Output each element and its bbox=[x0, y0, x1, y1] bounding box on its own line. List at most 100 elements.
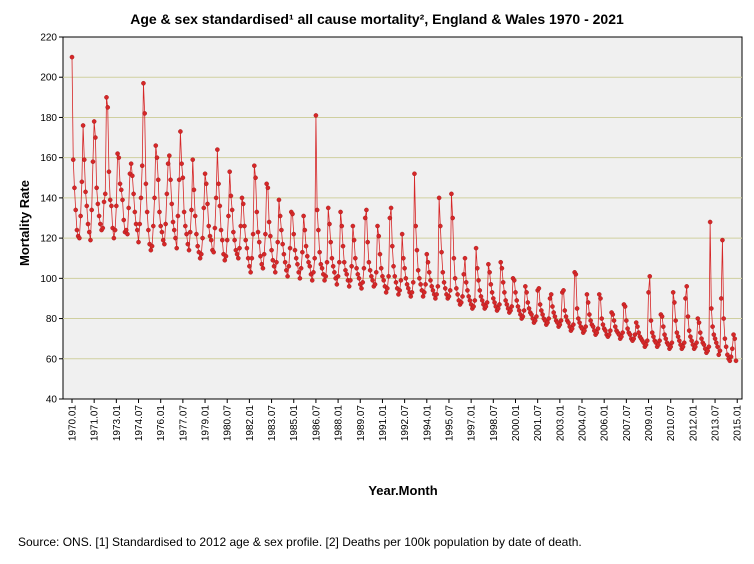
data-point bbox=[114, 203, 119, 209]
data-point bbox=[199, 251, 204, 257]
data-point bbox=[244, 245, 250, 251]
data-point bbox=[401, 255, 406, 261]
data-point bbox=[473, 245, 479, 251]
data-point bbox=[163, 221, 168, 227]
data-point bbox=[684, 284, 690, 289]
data-point bbox=[636, 330, 641, 335]
data-point bbox=[699, 336, 704, 341]
data-point bbox=[362, 215, 368, 221]
x-tick-label: 2015.01 bbox=[733, 405, 744, 442]
data-point bbox=[95, 201, 101, 207]
data-point bbox=[284, 267, 289, 273]
data-point bbox=[270, 257, 276, 263]
data-point bbox=[573, 272, 579, 277]
data-point bbox=[377, 251, 383, 257]
data-point bbox=[351, 237, 357, 243]
data-point bbox=[142, 111, 147, 116]
data-point bbox=[452, 276, 458, 281]
data-point bbox=[222, 257, 228, 263]
data-point bbox=[706, 344, 712, 350]
data-point bbox=[237, 245, 242, 251]
series-line bbox=[71, 57, 737, 362]
data-point bbox=[348, 278, 353, 283]
data-point bbox=[521, 308, 527, 313]
data-point bbox=[619, 334, 624, 339]
data-point bbox=[398, 278, 404, 283]
data-point bbox=[313, 113, 319, 118]
data-point bbox=[287, 245, 293, 251]
source-footnote: Source: ONS. [1] Standardised to 2012 ag… bbox=[18, 535, 582, 549]
data-point bbox=[98, 221, 103, 227]
data-point bbox=[197, 255, 203, 261]
data-point bbox=[433, 296, 438, 301]
data-point bbox=[275, 239, 281, 245]
x-tick-label: 1979.01 bbox=[201, 405, 212, 442]
data-point bbox=[552, 314, 558, 319]
data-point bbox=[381, 278, 386, 283]
data-point bbox=[206, 223, 212, 229]
data-point bbox=[215, 147, 220, 152]
data-point bbox=[668, 344, 674, 350]
x-tick-label: 2000.01 bbox=[511, 405, 522, 442]
data-point bbox=[417, 276, 422, 281]
data-point bbox=[465, 288, 470, 293]
data-point bbox=[137, 221, 143, 227]
data-point bbox=[392, 274, 398, 279]
x-tick-label: 1985.01 bbox=[289, 405, 300, 442]
data-point bbox=[414, 247, 420, 253]
x-tick-label: 1986.07 bbox=[311, 405, 322, 442]
data-point bbox=[254, 209, 260, 215]
data-point bbox=[325, 205, 331, 211]
data-point bbox=[78, 213, 83, 219]
data-point bbox=[338, 209, 343, 215]
data-point bbox=[264, 181, 269, 187]
data-point bbox=[344, 272, 350, 277]
data-point bbox=[168, 177, 173, 183]
data-point bbox=[546, 316, 552, 321]
data-point bbox=[165, 161, 171, 166]
data-point bbox=[151, 223, 156, 229]
data-point bbox=[595, 326, 601, 331]
data-point bbox=[112, 227, 118, 233]
data-point bbox=[537, 302, 543, 307]
data-point bbox=[302, 227, 308, 233]
data-point bbox=[686, 328, 692, 333]
data-point bbox=[587, 312, 592, 317]
data-point bbox=[685, 314, 691, 319]
data-point bbox=[304, 253, 310, 259]
data-point bbox=[410, 280, 416, 285]
data-point bbox=[582, 328, 587, 333]
data-point bbox=[393, 280, 399, 285]
data-point bbox=[277, 213, 283, 219]
data-point bbox=[84, 203, 90, 209]
data-point bbox=[612, 324, 618, 329]
data-point bbox=[213, 195, 219, 201]
data-point bbox=[85, 221, 91, 227]
data-point bbox=[148, 247, 154, 253]
data-point bbox=[343, 267, 348, 273]
data-point bbox=[329, 255, 335, 261]
data-point bbox=[125, 231, 130, 237]
data-point bbox=[285, 274, 290, 279]
data-point bbox=[723, 344, 729, 350]
data-point bbox=[201, 205, 207, 211]
data-point bbox=[128, 161, 134, 166]
data-point bbox=[356, 276, 362, 281]
data-point bbox=[455, 292, 460, 297]
data-point bbox=[388, 205, 394, 211]
data-point bbox=[696, 320, 702, 325]
data-point bbox=[153, 143, 159, 148]
data-point bbox=[158, 223, 163, 229]
x-tick-label: 1976.01 bbox=[156, 405, 167, 442]
data-point bbox=[689, 338, 694, 343]
data-point bbox=[189, 207, 194, 213]
data-point bbox=[583, 324, 589, 329]
data-point bbox=[79, 179, 85, 185]
data-point bbox=[100, 225, 106, 231]
data-point bbox=[451, 255, 457, 261]
data-point bbox=[611, 318, 617, 323]
data-point bbox=[176, 177, 182, 183]
data-point bbox=[256, 239, 262, 245]
x-tick-label: 2007.07 bbox=[622, 405, 633, 442]
x-tick-label: 1989.07 bbox=[356, 405, 367, 442]
